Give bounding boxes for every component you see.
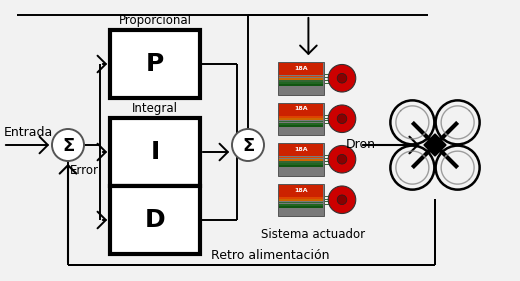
Text: Retro alimentación: Retro alimentación — [211, 249, 329, 262]
Bar — [279, 159, 323, 161]
Text: 18A: 18A — [294, 106, 308, 112]
Circle shape — [328, 146, 356, 173]
Text: Integral: Integral — [132, 102, 178, 115]
Text: D: D — [145, 208, 165, 232]
Bar — [278, 103, 324, 135]
Text: Dron: Dron — [346, 139, 376, 151]
Text: Sistema actuador: Sistema actuador — [261, 228, 365, 241]
Bar — [279, 123, 323, 124]
Circle shape — [328, 64, 356, 92]
Bar — [279, 121, 323, 122]
Bar — [279, 78, 323, 80]
Bar — [279, 197, 323, 199]
Bar — [110, 186, 200, 254]
Bar — [279, 118, 323, 120]
Bar — [279, 206, 323, 208]
Bar — [279, 157, 323, 158]
Circle shape — [52, 129, 84, 161]
Bar — [279, 204, 323, 205]
Bar — [110, 118, 200, 186]
Text: 18A: 18A — [294, 66, 308, 71]
Text: Error: Error — [70, 164, 99, 177]
Text: 18A: 18A — [294, 187, 308, 192]
Bar — [278, 62, 324, 94]
Bar — [278, 183, 324, 216]
Text: $\mathbf{\Sigma}$: $\mathbf{\Sigma}$ — [61, 137, 74, 155]
Bar — [279, 201, 323, 203]
Text: P: P — [146, 52, 164, 76]
Circle shape — [337, 73, 347, 83]
Text: Derivativo: Derivativo — [124, 170, 186, 183]
Text: I: I — [150, 140, 160, 164]
Circle shape — [232, 129, 264, 161]
Bar — [279, 161, 323, 163]
Bar — [279, 82, 323, 84]
Bar — [110, 30, 200, 98]
Bar — [278, 143, 324, 176]
Bar — [279, 116, 323, 118]
Bar — [279, 163, 323, 165]
Text: Proporcional: Proporcional — [119, 14, 191, 27]
Circle shape — [328, 105, 356, 133]
Text: $\mathbf{\Sigma}$: $\mathbf{\Sigma}$ — [241, 137, 254, 155]
Bar — [279, 185, 323, 197]
Text: Entrada: Entrada — [4, 126, 53, 139]
Bar — [279, 144, 323, 156]
Bar — [279, 166, 323, 167]
Circle shape — [337, 155, 347, 164]
Bar — [279, 125, 323, 127]
Bar — [279, 85, 323, 86]
Polygon shape — [424, 134, 446, 156]
Bar — [279, 63, 323, 75]
Circle shape — [328, 186, 356, 214]
Bar — [279, 199, 323, 201]
Circle shape — [337, 114, 347, 124]
Bar — [279, 76, 323, 78]
Bar — [279, 80, 323, 82]
Bar — [279, 103, 323, 116]
Text: 18A: 18A — [294, 147, 308, 152]
Circle shape — [337, 195, 347, 205]
